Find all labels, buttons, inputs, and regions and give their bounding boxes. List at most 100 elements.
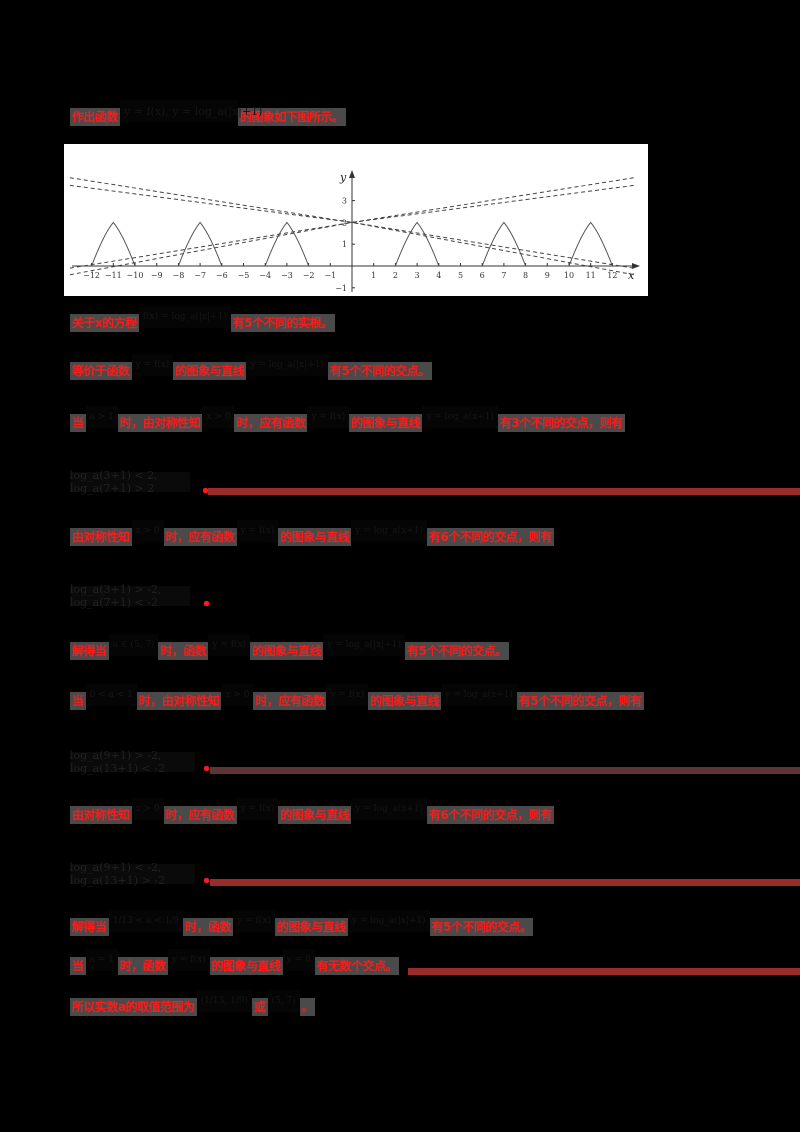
x-tick-label: 1 [371, 271, 376, 280]
x-tick-label: −8 [173, 271, 185, 280]
line-text: 等价于函数 [70, 362, 132, 380]
intro-line: 作出函数 y = f(x), y = log_a(|x|+1) 的图象如下图所示… [70, 100, 346, 128]
inline-formula: y = log_a(x+1) [351, 520, 428, 542]
line-text: 有5个不同的实根。 [230, 314, 335, 332]
line-text: 有6个不同的交点，则有 [427, 806, 554, 824]
inline-formula: (1/13, 1/9) [196, 990, 253, 1012]
inline-formula: y = f(x) [131, 354, 174, 376]
line-text: 时，应有函数 [234, 414, 308, 432]
line-text: 解得当 [70, 918, 109, 936]
line-text: 的图象与直线 [368, 692, 442, 710]
line-text: 有5个不同的交点。 [404, 642, 509, 660]
x-tick-label: 12 [607, 271, 617, 280]
line-text: 的图象与直线 [278, 806, 352, 824]
line-text: 时，应有函数 [253, 692, 327, 710]
inline-formula: f(x) = log_a(|x|+1) [138, 306, 231, 328]
formula-1: log_a(3+1) < 2, log_a(7+1) > 2 [70, 469, 190, 495]
y-axis-arrow-icon [349, 170, 355, 178]
x-tick-label: −5 [238, 271, 250, 280]
formula-4: log_a(9+1) < -2, log_a(13+1) > -2 [70, 861, 195, 887]
line-text: 时，应有函数 [163, 528, 237, 546]
red-marker [204, 766, 209, 771]
x-axis-label: x [628, 269, 635, 282]
inline-formula: y = log_a(|x|+1) [246, 354, 329, 376]
line-text: 由对称性知 [70, 528, 132, 546]
inline-formula: y = f(x) [208, 634, 251, 656]
inline-formula: x > 0 [221, 684, 254, 706]
inline-formula: y = f(x) [233, 910, 275, 932]
line-text: 有5个不同的交点，则有 [516, 692, 644, 710]
dashed-line [69, 177, 635, 269]
solution-line-10: 所以实数a的取值范围为 (1/13, 1/9) 或 (5, 7)。 [70, 990, 316, 1018]
line-text: 时，应有函数 [163, 806, 237, 824]
function-arch [481, 221, 527, 267]
inline-formula: y = log_a(|x|+1) [323, 634, 405, 656]
line-text: 或 [252, 998, 268, 1016]
inline-formula: x > 0 [131, 520, 164, 542]
inline-formula: y = f(x) [307, 406, 350, 428]
line-text: 的图象与直线 [209, 957, 283, 975]
inline-formula: x > 0 [131, 798, 164, 820]
inline-formula: 1/13 < a < 1/9 [108, 910, 184, 932]
x-tick-label: −1 [324, 271, 336, 280]
inline-formula: x > 0 [202, 406, 235, 428]
solution-line-1: 关于x的方程 f(x) = log_a(|x|+1) 有5个不同的实根。 [70, 306, 335, 334]
function-arch [264, 221, 310, 267]
x-tick-label: 9 [545, 271, 550, 280]
inline-formula: y = f(x) [236, 798, 279, 820]
divider-bar [210, 879, 800, 886]
x-tick-label: −2 [303, 271, 315, 280]
line-text: 的图象与直线 [250, 642, 324, 660]
line-text: 时，函数 [183, 918, 234, 936]
line-text: 解得当 [70, 642, 109, 660]
inline-formula: y = f(x) [167, 949, 210, 971]
line-text: 有6个不同的交点，则有 [427, 528, 554, 546]
x-tick-label: −12 [83, 271, 100, 280]
graph-canvas: xy−12 −11 −10 −9 −8 −7 −6 −5 −4 −3 −2 −1 1 2 3 4 5 6 7 8 9 10… [69, 170, 640, 293]
solution-line-4: 由对称性知 x > 0 时，应有函数 y = f(x) 的图象与直线 y = log_a(… [70, 520, 554, 548]
solution-line-2: 等价于函数 y = f(x) 的图象与直线 y = log_a(|x|+1) 有5个不同… [70, 354, 432, 382]
x-tick-label: 2 [393, 271, 398, 280]
line-text: 的图象与直线 [173, 362, 247, 380]
solution-line-7: 由对称性知 x > 0 时，应有函数 y = f(x) 的图象与直线 y = log_a(… [70, 798, 554, 826]
line-text: 有5个不同的交点。 [429, 918, 534, 936]
line-text: 有5个不同的交点。 [328, 362, 432, 380]
x-tick-label: 10 [564, 271, 574, 280]
inline-formula: y = 0 [282, 949, 315, 971]
x-tick-label: 11 [586, 271, 596, 280]
red-marker [204, 878, 209, 883]
line-text: 时，由对称性知 [117, 414, 203, 432]
divider-bar [208, 488, 800, 495]
inline-formula: (5, 7) [267, 990, 300, 1012]
x-tick-label: −7 [194, 271, 206, 280]
inline-formula: a = 1 [85, 949, 118, 971]
formula-2: log_a(3+1) > -2, log_a(7+1) < -2 [70, 583, 190, 609]
y-tick-label: 2 [342, 218, 347, 227]
x-tick-label: −6 [216, 271, 228, 280]
intro-formula: y = f(x), y = log_a(|x|+1) [120, 100, 262, 122]
inline-formula: y = log_a(x+1) [441, 684, 517, 706]
line-text: 时，函数 [117, 957, 168, 975]
x-tick-label: −11 [105, 271, 122, 280]
line-text: 当 [70, 957, 86, 975]
line-text: 时，函数 [158, 642, 209, 660]
function-arch [394, 221, 440, 267]
inline-formula: y = log_a(|x|+1) [347, 910, 430, 932]
solution-line-5: 解得当 a ∈ (5, 7) 时，函数 y = f(x) 的图象与直线 y = log_a… [70, 634, 509, 662]
x-tick-label: 5 [458, 271, 463, 280]
dashed-line [69, 184, 635, 276]
line-text: 当 [70, 692, 86, 710]
function-graph: x y −12 −11 −10 −9 −8 −7 −6 −5 −4 −3 −2 −1 1 2 3 4 5 6 7 8 9 10… [64, 144, 648, 296]
inline-formula: y = f(x) [326, 684, 369, 706]
x-tick-label: 8 [523, 271, 528, 280]
line-text: 有无数个交点。 [314, 957, 400, 975]
function-arch [568, 221, 613, 267]
intro-suffix: 的图象如下图所示。 [238, 108, 346, 126]
inline-formula: y = log_a(x+1) [351, 798, 428, 820]
red-marker [203, 488, 208, 493]
x-tick-label: −4 [259, 271, 271, 280]
line-text: 的图象与直线 [278, 528, 352, 546]
solution-line-8: 解得当 1/13 < a < 1/9 时，函数 y = f(x) 的图象与直线 y = l… [70, 910, 534, 938]
